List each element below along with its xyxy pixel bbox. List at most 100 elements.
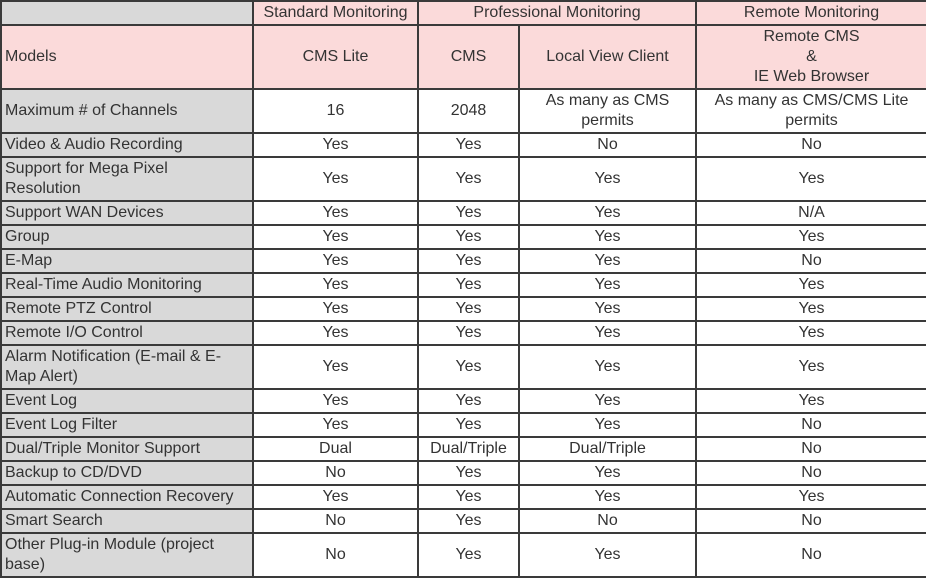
feature-row: Remote I/O Control Yes Yes Yes Yes <box>0 320 926 346</box>
feature-value-local-view-client: Yes <box>517 344 698 390</box>
model-cms: CMS <box>417 24 520 90</box>
feature-label-cell: Other Plug-in Module (project base) <box>0 532 254 578</box>
feature-value-local-view-client: Yes <box>517 532 698 578</box>
feature-value-cms: Yes <box>417 320 520 346</box>
feature-value-cms-lite: Yes <box>252 248 419 274</box>
feature-value-cms: Yes <box>417 388 520 414</box>
feature-value-local-view-client: Yes <box>517 388 698 414</box>
feature-value-cms: Yes <box>417 248 520 274</box>
feature-value-cms: Yes <box>417 156 520 202</box>
feature-value-cms-lite: No <box>252 532 419 578</box>
feature-row: Event Log Yes Yes Yes Yes <box>0 388 926 414</box>
feature-value-cms-lite: Yes <box>252 156 419 202</box>
feature-value-cms-lite: Yes <box>252 200 419 226</box>
feature-label-cell: Automatic Connection Recovery <box>0 484 254 510</box>
feature-value-remote-cms-ie: Yes <box>695 224 926 250</box>
feature-value-cms: Dual/Triple <box>417 436 520 462</box>
feature-value-local-view-client: Yes <box>517 320 698 346</box>
feature-value-remote-cms-ie: Yes <box>695 272 926 298</box>
feature-value-remote-cms-ie: No <box>695 532 926 578</box>
feature-value-local-view-client: Yes <box>517 460 698 486</box>
feature-label-cell: Alarm Notification (E-mail & E- Map Aler… <box>0 344 254 390</box>
feature-value-cms-lite: Yes <box>252 272 419 298</box>
models-label-cell: Models <box>0 24 254 90</box>
model-cms-lite: CMS Lite <box>252 24 419 90</box>
feature-row: Group Yes Yes Yes Yes <box>0 224 926 250</box>
feature-label-cell: Support WAN Devices <box>0 200 254 226</box>
feature-value-cms-lite: 16 <box>252 88 419 134</box>
feature-row: Smart Search No Yes No No <box>0 508 926 534</box>
feature-row: Dual/Triple Monitor Support Dual Dual/Tr… <box>0 436 926 462</box>
feature-value-cms: Yes <box>417 508 520 534</box>
feature-label-cell: Remote PTZ Control <box>0 296 254 322</box>
feature-value-local-view-client: Yes <box>517 156 698 202</box>
feature-value-cms-lite: Yes <box>252 132 419 158</box>
feature-row: Automatic Connection Recovery Yes Yes Ye… <box>0 484 926 510</box>
feature-value-remote-cms-ie: Yes <box>695 320 926 346</box>
feature-value-cms: Yes <box>417 484 520 510</box>
feature-value-cms: Yes <box>417 532 520 578</box>
feature-label-cell: Remote I/O Control <box>0 320 254 346</box>
feature-value-remote-cms-ie: Yes <box>695 344 926 390</box>
feature-value-cms: Yes <box>417 132 520 158</box>
feature-row: Other Plug-in Module (project base) No Y… <box>0 532 926 578</box>
feature-value-local-view-client: Yes <box>517 200 698 226</box>
feature-value-remote-cms-ie: No <box>695 248 926 274</box>
category-remote-monitoring: Remote Monitoring <box>695 0 926 26</box>
feature-value-cms: Yes <box>417 344 520 390</box>
feature-value-remote-cms-ie: No <box>695 132 926 158</box>
feature-value-cms-lite: Yes <box>252 296 419 322</box>
feature-label-cell: Backup to CD/DVD <box>0 460 254 486</box>
feature-value-local-view-client: No <box>517 132 698 158</box>
feature-value-local-view-client: Dual/Triple <box>517 436 698 462</box>
category-professional-monitoring: Professional Monitoring <box>416 0 698 26</box>
feature-label-cell: E-Map <box>0 248 254 274</box>
feature-label-cell: Video & Audio Recording <box>0 132 254 158</box>
feature-value-cms: Yes <box>417 412 520 438</box>
corner-cell <box>0 0 254 26</box>
feature-label-cell: Maximum # of Channels <box>0 88 254 134</box>
feature-row: Alarm Notification (E-mail & E- Map Aler… <box>0 344 926 390</box>
feature-label-cell: Event Log Filter <box>0 412 254 438</box>
feature-value-cms: Yes <box>417 224 520 250</box>
feature-value-remote-cms-ie: Yes <box>695 484 926 510</box>
feature-value-remote-cms-ie: No <box>695 412 926 438</box>
feature-value-cms-lite: Yes <box>252 320 419 346</box>
feature-row: Video & Audio Recording Yes Yes No No <box>0 132 926 158</box>
feature-row: Remote PTZ Control Yes Yes Yes Yes <box>0 296 926 322</box>
models-header-row: Models CMS Lite CMS Local View Client Re… <box>0 24 926 90</box>
feature-value-remote-cms-ie: No <box>695 460 926 486</box>
feature-label-cell: Real-Time Audio Monitoring <box>0 272 254 298</box>
feature-value-cms-lite: Yes <box>252 344 419 390</box>
feature-value-cms: Yes <box>417 200 520 226</box>
feature-value-remote-cms-ie: N/A <box>695 200 926 226</box>
feature-value-remote-cms-ie: Yes <box>695 296 926 322</box>
feature-row: Support WAN Devices Yes Yes Yes N/A <box>0 200 926 226</box>
feature-value-cms: 2048 <box>417 88 520 134</box>
category-standard-monitoring: Standard Monitoring <box>252 0 419 26</box>
feature-value-local-view-client: No <box>517 508 698 534</box>
feature-value-local-view-client: Yes <box>517 296 698 322</box>
feature-value-remote-cms-ie: No <box>695 436 926 462</box>
feature-row: Support for Mega Pixel Resolution Yes Ye… <box>0 156 926 202</box>
feature-label-cell: Group <box>0 224 254 250</box>
feature-value-cms-lite: Yes <box>252 484 419 510</box>
feature-label-cell: Smart Search <box>0 508 254 534</box>
model-remote-cms-ie: Remote CMS & IE Web Browser <box>695 24 926 90</box>
feature-value-local-view-client: Yes <box>517 248 698 274</box>
feature-value-local-view-client: Yes <box>517 272 698 298</box>
feature-value-cms-lite: Yes <box>252 412 419 438</box>
feature-row: Real-Time Audio Monitoring Yes Yes Yes Y… <box>0 272 926 298</box>
feature-value-local-view-client: As many as CMS permits <box>517 88 698 134</box>
feature-row: Backup to CD/DVD No Yes Yes No <box>0 460 926 486</box>
category-header-row: Standard Monitoring Professional Monitor… <box>0 0 926 26</box>
feature-value-remote-cms-ie: No <box>695 508 926 534</box>
feature-value-cms-lite: Yes <box>252 224 419 250</box>
feature-value-cms-lite: No <box>252 508 419 534</box>
feature-row: Event Log Filter Yes Yes Yes No <box>0 412 926 438</box>
feature-value-cms: Yes <box>417 272 520 298</box>
feature-value-cms-lite: No <box>252 460 419 486</box>
feature-value-local-view-client: Yes <box>517 224 698 250</box>
feature-value-local-view-client: Yes <box>517 412 698 438</box>
